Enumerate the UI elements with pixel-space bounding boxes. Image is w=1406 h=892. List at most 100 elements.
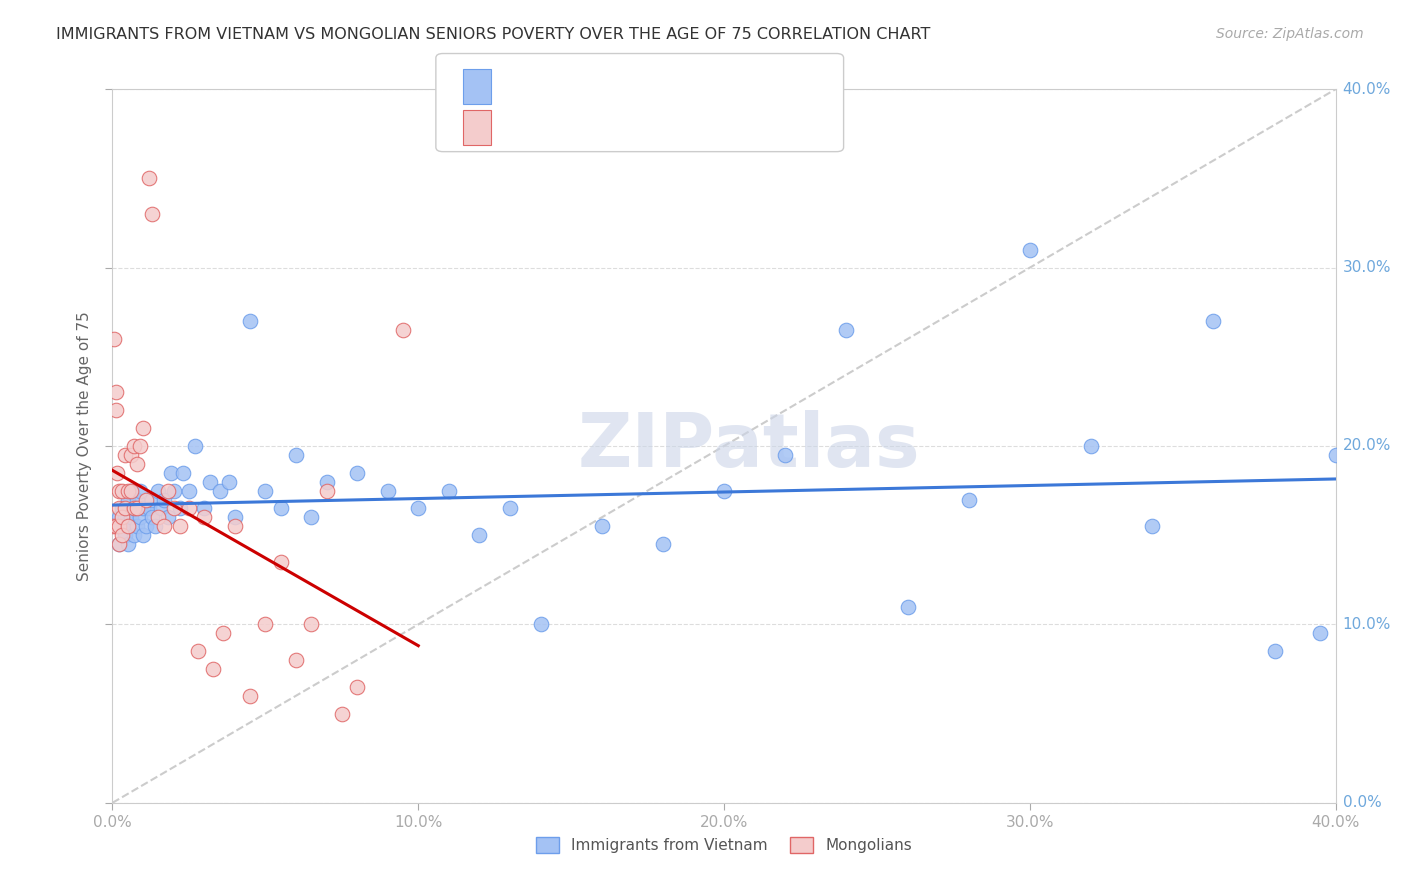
Point <box>104 385 127 400</box>
Point <box>177 501 200 516</box>
Point <box>114 528 136 542</box>
Point <box>897 599 920 614</box>
Point <box>187 644 209 658</box>
Point <box>104 519 127 533</box>
Point <box>135 492 157 507</box>
Point <box>169 501 191 516</box>
Y-axis label: Seniors Poverty Over the Age of 75: Seniors Poverty Over the Age of 75 <box>77 311 91 581</box>
Point <box>117 492 139 507</box>
Point <box>211 626 233 640</box>
Point <box>299 510 322 524</box>
Point <box>156 510 179 524</box>
Point <box>239 689 262 703</box>
Text: 30.0%: 30.0% <box>1343 260 1391 275</box>
Point <box>1142 519 1164 533</box>
Point <box>114 448 136 462</box>
Point <box>129 439 152 453</box>
Point <box>1309 626 1331 640</box>
Point <box>377 483 399 498</box>
Point <box>148 483 170 498</box>
Point <box>120 483 142 498</box>
Point <box>172 466 194 480</box>
Point <box>468 528 491 542</box>
Point <box>159 466 181 480</box>
Point <box>129 483 152 498</box>
Text: 67: 67 <box>662 78 685 95</box>
Text: Source: ZipAtlas.com: Source: ZipAtlas.com <box>1216 27 1364 41</box>
Point <box>957 492 980 507</box>
Point <box>125 501 148 516</box>
Point <box>150 501 173 516</box>
Point <box>652 537 675 551</box>
Point <box>346 466 368 480</box>
Text: 20.0%: 20.0% <box>1343 439 1391 453</box>
Point <box>117 537 139 551</box>
Point <box>254 483 277 498</box>
Point <box>163 501 186 516</box>
Point <box>224 519 246 533</box>
Point <box>270 501 292 516</box>
Point <box>591 519 613 533</box>
Point <box>437 483 460 498</box>
Text: IMMIGRANTS FROM VIETNAM VS MONGOLIAN SENIORS POVERTY OVER THE AGE OF 75 CORRELAT: IMMIGRANTS FROM VIETNAM VS MONGOLIAN SEN… <box>56 27 931 42</box>
Point <box>125 457 148 471</box>
Point <box>104 403 127 417</box>
Point <box>530 617 553 632</box>
Point <box>117 483 139 498</box>
Point <box>169 519 191 533</box>
Point <box>1202 314 1225 328</box>
Point <box>148 510 170 524</box>
Point <box>208 483 231 498</box>
Point <box>193 510 215 524</box>
Point <box>107 510 129 524</box>
Text: 0.300: 0.300 <box>550 119 602 136</box>
Text: N =: N = <box>617 119 654 136</box>
Point <box>193 501 215 516</box>
Point <box>239 314 262 328</box>
Point <box>270 555 292 569</box>
Point <box>117 519 139 533</box>
Point <box>153 492 176 507</box>
Point <box>120 448 142 462</box>
Point <box>156 483 179 498</box>
Point <box>299 617 322 632</box>
Point <box>408 501 430 516</box>
Point <box>775 448 797 462</box>
Point <box>835 323 858 337</box>
Point <box>107 501 129 516</box>
Point <box>392 323 415 337</box>
Point <box>184 439 207 453</box>
Point <box>315 483 337 498</box>
Point <box>107 483 129 498</box>
Point <box>111 519 134 533</box>
Point <box>202 662 225 676</box>
Point <box>1018 243 1040 257</box>
Point <box>129 510 152 524</box>
Point <box>1324 448 1347 462</box>
Point <box>284 448 308 462</box>
Point <box>141 510 163 524</box>
Text: 0.0%: 0.0% <box>1343 796 1382 810</box>
Point <box>224 510 246 524</box>
Point <box>122 439 145 453</box>
Point <box>104 519 127 533</box>
Point <box>163 483 186 498</box>
Point <box>107 537 129 551</box>
Point <box>143 519 166 533</box>
Point <box>200 475 222 489</box>
Point <box>141 207 163 221</box>
Point <box>135 519 157 533</box>
Point <box>120 510 142 524</box>
Point <box>254 617 277 632</box>
Point <box>346 680 368 694</box>
Text: 40.0%: 40.0% <box>1343 82 1391 96</box>
Point <box>284 653 308 667</box>
Point <box>132 501 155 516</box>
Point <box>177 483 200 498</box>
Point <box>111 501 134 516</box>
Point <box>103 332 125 346</box>
Text: ZIPatlas: ZIPatlas <box>578 409 920 483</box>
Point <box>132 421 155 435</box>
Point <box>125 492 148 507</box>
Point <box>107 537 129 551</box>
